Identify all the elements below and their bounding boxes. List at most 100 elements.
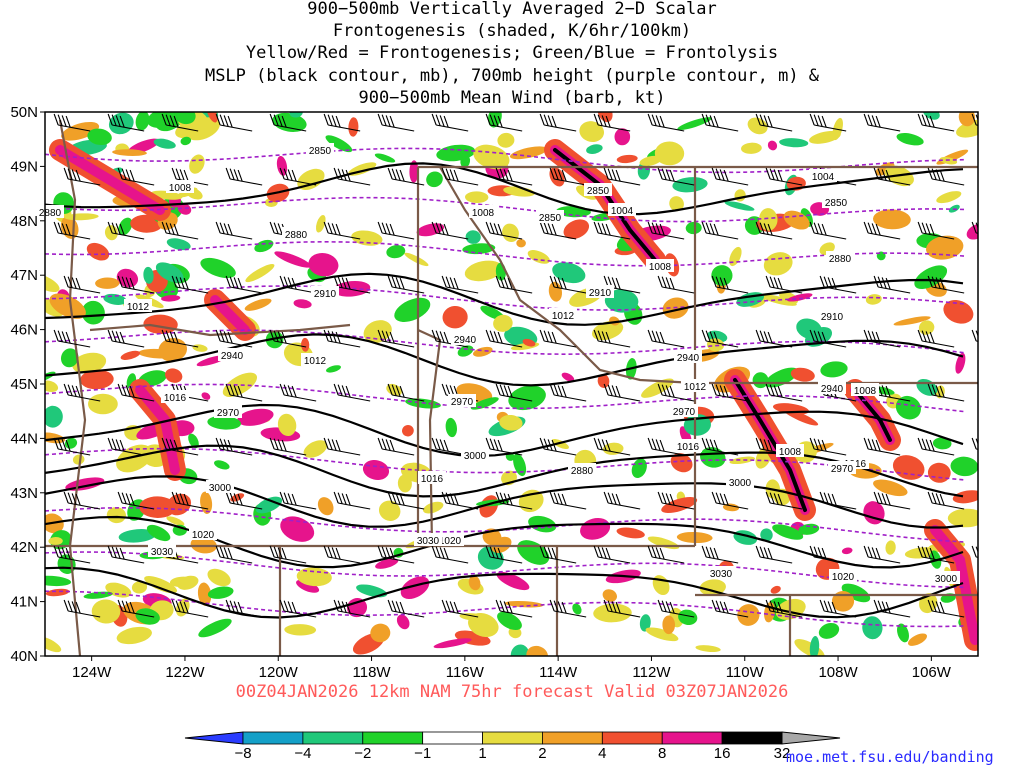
wind-barb [323,437,361,456]
wind-barb [982,384,1018,401]
lat-tick-label: 49N [10,158,38,175]
shade-cell [188,433,199,449]
svg-text:3000: 3000 [464,451,487,462]
shade-cell [561,372,575,382]
shade-cell [759,208,778,231]
shade-cell [516,238,526,248]
shade-cell [49,293,86,319]
shade-cell [143,266,154,284]
shade-cell [394,297,431,322]
svg-text:2940: 2940 [454,335,477,346]
wind-barb [441,599,479,618]
colorbar-label: −2 [354,745,371,762]
shade-cell [892,455,925,480]
shade-cell [597,374,610,388]
svg-text:2850: 2850 [539,213,562,224]
wind-barb [107,437,145,456]
wind-barb [657,599,695,618]
shade-cell [333,280,371,297]
wind-barb [323,545,361,564]
shade-cell [173,112,196,125]
wind-barb [377,113,415,132]
map-axes: 40N 41N 42N 43N 44N 45N 46N 47N 48N 49N 50N 124W 122… [10,104,951,681]
shade-cell [445,417,457,438]
colorbar-label: 1 [478,745,486,762]
wind-barb [593,221,631,240]
svg-text:1012: 1012 [304,356,327,367]
shade-cell [106,507,126,524]
wind-barb [377,221,415,240]
lat-tick-label: 42N [10,539,38,556]
wind-barb [755,329,793,348]
shade-cell [457,345,474,357]
wind-barb [495,599,533,618]
shade-cell [508,385,546,411]
height-label: 2970 [670,404,698,418]
shade-cell [496,571,530,591]
shade-cell [737,604,760,626]
shade-cell [375,558,399,569]
shade-cell [207,586,234,599]
lon-tick-label: 112W [632,664,671,681]
wind-barb [657,167,695,186]
height-label: 2910 [311,286,339,300]
wind-barb [117,167,155,186]
shade-cell [885,540,896,555]
shade-cell [767,140,778,151]
height-label: 3000 [932,571,960,585]
colorbar-segment [661,731,723,745]
wind-barb [873,167,911,186]
lon-tick-label: 108W [818,664,858,681]
mslp-contour [45,403,964,458]
shade-cell [86,242,110,261]
shade-cell [144,575,178,594]
shade-cell [602,589,617,602]
wind-barb [485,221,523,240]
height-label: 2940 [451,332,479,346]
wind-barb [53,545,91,564]
wind-barb [225,599,263,618]
svg-text:2910: 2910 [821,312,844,323]
shade-cell [513,453,527,477]
colorbar-segment [721,731,783,745]
mslp-label: 1008 [776,444,804,458]
mslp-label: 1008 [469,205,497,219]
wind-barb [269,437,307,456]
wind-barb [377,437,415,456]
title-line-4: MSLP (black contour, mb), 700mb height (… [204,66,820,86]
shade-cell [108,112,134,135]
shade-cell [579,121,605,143]
credit-link[interactable]: moe.met.fsu.edu/banding [786,748,994,766]
shade-cell [464,260,503,282]
svg-text:2970: 2970 [217,408,240,419]
lat-tick-label: 47N [10,267,38,284]
wind-barb [441,167,479,186]
shade-cell [83,591,113,599]
shade-cell [120,350,141,360]
wind-barb [971,437,978,450]
border-line [89,323,351,337]
shade-cell [189,154,205,174]
wind-barb [53,329,91,348]
svg-text:1008: 1008 [854,386,877,397]
shade-cell [255,496,283,514]
wind-barb [863,437,901,456]
wind-barb [215,545,253,564]
wind-barb [873,491,911,510]
shade-cell [509,146,548,160]
svg-text:3030: 3030 [710,569,733,580]
wind-barb [539,545,577,564]
height-label: 3000 [461,448,489,462]
wind-barb [323,113,361,132]
shade-cell [207,415,242,430]
wind-barb [107,329,145,348]
height-label: 3030 [148,544,176,558]
mslp-label: 1012 [681,379,709,393]
height-label: 2850 [584,183,612,197]
wind-barb [333,599,371,618]
shade-cell [510,644,530,656]
shade-cell [207,568,231,587]
colorbar-segment [242,731,304,745]
height-label: 2970 [448,394,476,408]
shade-cell [677,117,713,131]
